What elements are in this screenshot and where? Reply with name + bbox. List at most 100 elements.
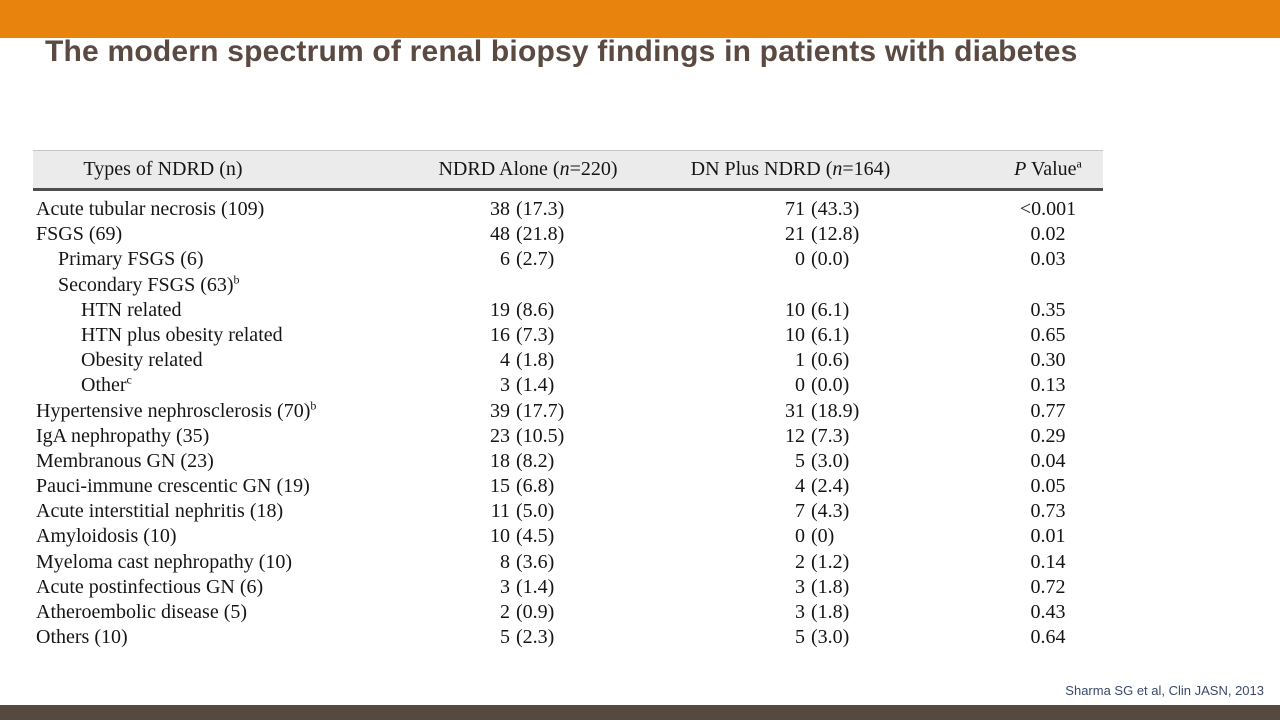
value-cell: 12 (7.3) <box>785 424 850 447</box>
row-label: Atheroembolic disease (5) <box>36 601 248 623</box>
p-value-cell: 0.65 <box>1030 323 1066 346</box>
value-cell: 3 (1.4) <box>500 575 555 598</box>
row-label: Acute postinfectious GN (6) <box>36 575 264 598</box>
p-value-cell: 0.05 <box>1030 475 1066 498</box>
value-cell: 5 (3.0) <box>795 449 850 472</box>
p-value-cell: 0.14 <box>1030 550 1066 573</box>
value-cell: 2 (0.9) <box>500 601 555 623</box>
column-header-dn-plus-ndrd: DN Plus NDRD (n=164) <box>690 158 891 180</box>
row-label: FSGS (69) <box>36 223 123 246</box>
value-cell: 7 (4.3) <box>795 500 850 523</box>
table-row: Acute tubular necrosis (109) 38 (17.3) 71 (4… <box>33 197 1103 222</box>
value-cell: 6 (2.7) <box>500 248 555 271</box>
row-label: IgA nephropathy (35) <box>36 424 210 447</box>
row-label: Primary FSGS (6) <box>58 248 204 271</box>
row-label: Secondary FSGS (63)b <box>58 271 240 296</box>
row-label: HTN related <box>81 298 182 321</box>
slide-title: The modern spectrum of renal biopsy find… <box>45 35 1078 68</box>
bottom-bar <box>0 705 1280 720</box>
value-cell: 2 (1.2) <box>795 550 850 573</box>
value-cell: 3 (1.8) <box>795 601 850 623</box>
citation: Sharma SG et al, Clin JASN, 2013 <box>1065 683 1264 698</box>
p-value-cell: 0.72 <box>1030 575 1066 598</box>
p-value-cell: 0.02 <box>1030 223 1066 246</box>
value-cell: 21 (12.8) <box>785 223 860 246</box>
p-value-cell: 0.03 <box>1030 248 1066 271</box>
value-cell: 18 (8.2) <box>490 449 555 472</box>
table-row: Myeloma cast nephropathy (10) 8 (3.6) 2 (1.2… <box>33 550 1103 575</box>
value-cell: 15 (6.8) <box>490 475 555 498</box>
row-label: HTN plus obesity related <box>81 323 283 346</box>
p-value-cell: <0.001 <box>1019 198 1077 220</box>
value-cell: 11 (5.0) <box>490 500 555 523</box>
value-cell: 16 (7.3) <box>490 323 555 346</box>
table-row: HTN plus obesity related 16 (7.3) 10 (6.1) 0.… <box>33 323 1103 348</box>
value-cell: 71 (43.3) <box>785 198 860 220</box>
value-cell: 10 (4.5) <box>490 525 555 548</box>
value-cell: 8 (3.6) <box>500 550 555 573</box>
ndrd-findings-table: Types of NDRD (n) NDRD Alone (n=220) DN Pl… <box>33 150 1103 650</box>
value-cell: 5 (3.0) <box>795 626 850 649</box>
table-body: Acute tubular necrosis (109) 38 (17.3) 71 (4… <box>33 191 1103 650</box>
table-header-row: Types of NDRD (n) NDRD Alone (n=220) DN Pl… <box>33 150 1103 191</box>
row-label: Pauci-immune crescentic GN (19) <box>36 475 310 498</box>
value-cell: 38 (17.3) <box>490 198 565 220</box>
table-row: Primary FSGS (6) 6 (2.7) 0 (0.0) 0.03 <box>33 247 1103 272</box>
table-row: Hypertensive nephrosclerosis (70)b 39 (17.… <box>33 399 1103 424</box>
row-label: Membranous GN (23) <box>36 449 214 472</box>
table-row: Obesity related 4 (1.8) 1 (0.6) 0.30 <box>33 348 1103 373</box>
table-row: FSGS (69) 48 (21.8) 21 (12.8) 0.02 <box>33 222 1103 247</box>
p-value-cell: 0.35 <box>1030 298 1066 321</box>
value-cell: 4 (2.4) <box>795 475 850 498</box>
row-label: Myeloma cast nephropathy (10) <box>36 550 293 573</box>
table-row: Atheroembolic disease (5) 2 (0.9) 3 (1.8) 0.4… <box>33 600 1103 625</box>
value-cell: 0 (0.0) <box>795 374 850 397</box>
value-cell: 19 (8.6) <box>490 298 555 321</box>
value-cell: 0 (0.0) <box>795 248 850 271</box>
table-row: Secondary FSGS (63)b <box>33 273 1103 298</box>
p-value-cell: 0.04 <box>1030 449 1066 472</box>
value-cell: 39 (17.7) <box>490 399 565 422</box>
p-value-cell: 0.01 <box>1030 525 1066 548</box>
p-value-cell: 0.73 <box>1030 500 1066 523</box>
p-value-cell: 0.30 <box>1030 349 1066 372</box>
value-cell: 3 (1.8) <box>795 575 850 598</box>
value-cell: 3 (1.4) <box>500 374 555 397</box>
p-value-cell: 0.13 <box>1030 374 1066 397</box>
table-row: Amyloidosis (10) 10 (4.5) 0 (0) 0.01 <box>33 524 1103 549</box>
table-row: Others (10) 5 (2.3) 5 (3.0) 0.64 <box>33 625 1103 650</box>
table-row: Acute postinfectious GN (6) 3 (1.4) 3 (1.8) 0… <box>33 575 1103 600</box>
value-cell <box>403 273 653 298</box>
value-cell: 0 (0) <box>795 525 835 548</box>
row-label: Acute tubular necrosis (109) <box>36 198 265 220</box>
table-row: HTN related 19 (8.6) 10 (6.1) 0.35 <box>33 298 1103 323</box>
value-cell: 10 (6.1) <box>785 323 850 346</box>
table-row: Otherc 3 (1.4) 0 (0.0) 0.13 <box>33 373 1103 398</box>
p-value-cell: 0.43 <box>1030 601 1066 623</box>
value-cell: 31 (18.9) <box>785 399 860 422</box>
row-label: Otherc <box>81 372 132 397</box>
top-accent-bar <box>0 0 1280 38</box>
value-cell: 10 (6.1) <box>785 298 850 321</box>
row-label: Acute interstitial nephritis (18) <box>36 500 284 523</box>
row-label: Amyloidosis (10) <box>36 525 177 548</box>
table-row: Membranous GN (23) 18 (8.2) 5 (3.0) 0.04 <box>33 449 1103 474</box>
value-cell: 48 (21.8) <box>490 223 565 246</box>
row-label: Others (10) <box>36 626 128 649</box>
value-cell: 5 (2.3) <box>500 626 555 649</box>
p-value-cell: 0.29 <box>1030 424 1066 447</box>
column-header-types-of-ndrd: Types of NDRD (n) <box>83 158 243 180</box>
row-label: Hypertensive nephrosclerosis (70)b <box>36 397 317 422</box>
column-header-p-value: P Valuea <box>1014 156 1082 180</box>
p-value-cell <box>993 273 1103 298</box>
column-header-ndrd-alone: NDRD Alone (n=220) <box>438 158 618 180</box>
value-cell: 23 (10.5) <box>490 424 565 447</box>
value-cell <box>653 273 993 298</box>
p-value-cell: 0.77 <box>1030 399 1066 422</box>
table-row: IgA nephropathy (35) 23 (10.5) 12 (7.3) 0.29 <box>33 424 1103 449</box>
table-row: Pauci-immune crescentic GN (19) 15 (6.8) 4(… <box>33 474 1103 499</box>
table-row: Acute interstitial nephritis (18) 11 (5.0)… <box>33 499 1103 524</box>
p-value-cell: 0.64 <box>1030 626 1066 649</box>
value-cell: 1 (0.6) <box>795 349 850 372</box>
value-cell: 4 (1.8) <box>500 349 555 372</box>
